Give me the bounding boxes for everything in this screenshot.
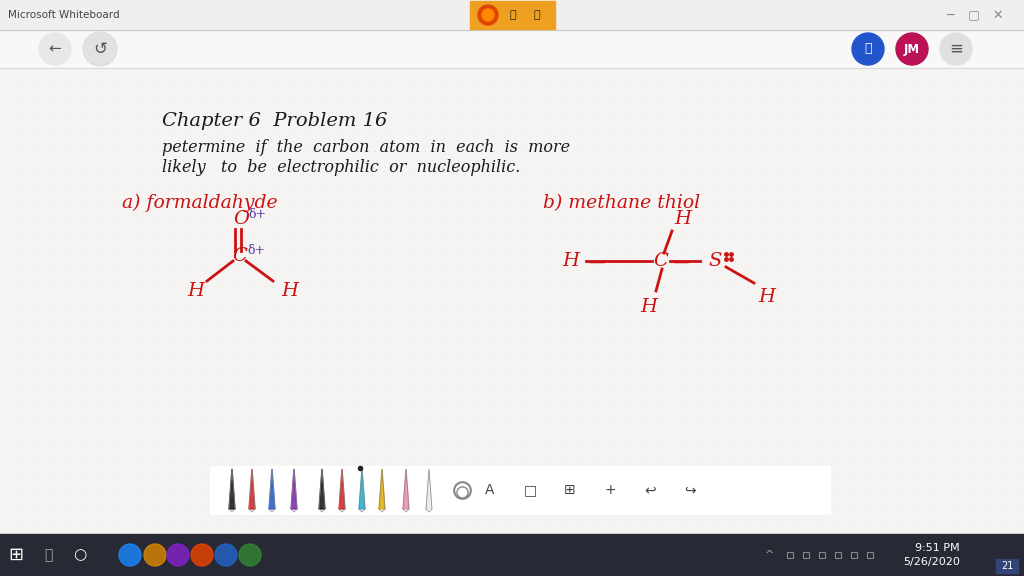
- Circle shape: [239, 544, 261, 566]
- Text: C: C: [653, 252, 668, 270]
- Polygon shape: [229, 469, 234, 509]
- Circle shape: [119, 544, 141, 566]
- Circle shape: [144, 544, 166, 566]
- Text: Microsoft Whiteboard: Microsoft Whiteboard: [8, 10, 120, 20]
- Text: 👤: 👤: [864, 43, 871, 55]
- Text: H: H: [562, 252, 579, 270]
- Text: δ+: δ+: [248, 207, 266, 221]
- Bar: [0, 0, 1024, 30]
- Text: H: H: [674, 210, 691, 228]
- Text: ▢: ▢: [968, 9, 980, 21]
- Text: —: —: [672, 253, 688, 271]
- Text: ⊞: ⊞: [8, 546, 24, 564]
- Circle shape: [482, 9, 494, 21]
- Text: δ+: δ+: [247, 244, 265, 257]
- Text: H: H: [758, 288, 775, 306]
- Text: ↩: ↩: [644, 483, 655, 497]
- Text: Chapter 6  Problem 16: Chapter 6 Problem 16: [162, 112, 387, 130]
- Text: 9:51 PM: 9:51 PM: [915, 543, 961, 553]
- Polygon shape: [269, 469, 275, 509]
- Text: □: □: [523, 483, 537, 497]
- Text: H: H: [640, 298, 657, 316]
- Text: likely   to  be  electrophilic  or  nucleophilic.: likely to be electrophilic or nucleophil…: [162, 160, 520, 176]
- Bar: [0, 30, 1024, 68]
- Text: C: C: [232, 247, 247, 265]
- Text: 🎤: 🎤: [510, 10, 516, 20]
- Text: 🖥: 🖥: [534, 10, 541, 20]
- Text: A: A: [485, 483, 495, 497]
- Circle shape: [896, 33, 928, 65]
- Text: H: H: [281, 282, 298, 300]
- Bar: [0, 534, 1024, 576]
- Polygon shape: [426, 469, 432, 509]
- Text: ○: ○: [74, 548, 87, 563]
- Text: S: S: [708, 252, 721, 270]
- Circle shape: [478, 5, 498, 25]
- Text: ^: ^: [765, 550, 775, 560]
- Circle shape: [940, 33, 972, 65]
- Text: b) methane thiol: b) methane thiol: [543, 194, 700, 212]
- Polygon shape: [359, 469, 365, 509]
- Circle shape: [215, 544, 237, 566]
- Bar: [470, 1, 555, 29]
- Text: ≡: ≡: [949, 40, 963, 58]
- Text: +: +: [604, 483, 615, 497]
- Text: 21: 21: [1000, 561, 1013, 571]
- Text: O: O: [233, 210, 249, 228]
- Text: petermine  if  the  carbon  atom  in  each  is  more: petermine if the carbon atom in each is …: [162, 139, 570, 157]
- Text: ⊞: ⊞: [564, 483, 575, 497]
- Circle shape: [191, 544, 213, 566]
- Text: ↪: ↪: [684, 483, 696, 497]
- Circle shape: [167, 544, 189, 566]
- Circle shape: [852, 33, 884, 65]
- Text: —: —: [588, 253, 604, 271]
- Text: ←: ←: [48, 41, 61, 56]
- Circle shape: [83, 32, 117, 66]
- Text: JM: JM: [904, 43, 920, 55]
- Text: 🔍: 🔍: [44, 548, 52, 562]
- Polygon shape: [319, 469, 325, 509]
- Text: 5/26/2020: 5/26/2020: [903, 557, 961, 567]
- Polygon shape: [339, 469, 345, 509]
- Text: ✕: ✕: [992, 9, 1004, 21]
- Polygon shape: [403, 469, 409, 509]
- Text: ↺: ↺: [93, 40, 106, 58]
- Polygon shape: [249, 469, 255, 509]
- Bar: [996, 559, 1018, 573]
- Polygon shape: [291, 469, 297, 509]
- Polygon shape: [379, 469, 385, 509]
- Bar: [210, 466, 830, 514]
- Circle shape: [39, 33, 71, 65]
- Text: ─: ─: [946, 9, 953, 21]
- Text: a) formaldahyde: a) formaldahyde: [122, 194, 278, 212]
- Text: H: H: [187, 282, 204, 300]
